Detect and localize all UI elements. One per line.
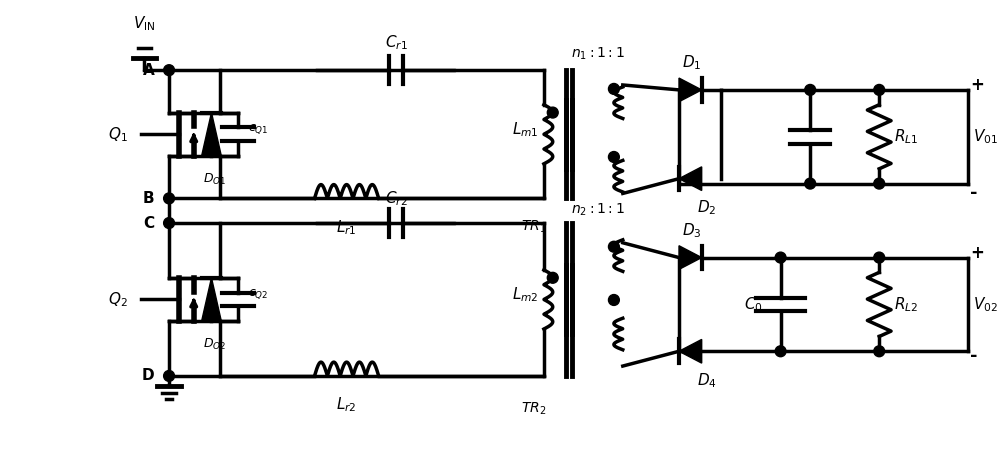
Circle shape bbox=[874, 346, 885, 357]
Circle shape bbox=[608, 152, 619, 162]
Text: $n_2:1:1$: $n_2:1:1$ bbox=[571, 202, 625, 218]
Text: $C_0$: $C_0$ bbox=[744, 295, 763, 314]
Text: -: - bbox=[970, 347, 977, 365]
Circle shape bbox=[608, 241, 619, 252]
Text: +: + bbox=[970, 76, 984, 94]
Text: $D_{O1}$: $D_{O1}$ bbox=[203, 172, 226, 187]
Text: $n_1:1:1$: $n_1:1:1$ bbox=[571, 46, 625, 62]
Text: $Q_1$: $Q_1$ bbox=[108, 125, 128, 144]
Text: A: A bbox=[143, 63, 154, 77]
Text: D: D bbox=[142, 368, 154, 383]
Text: $L_{m1}$: $L_{m1}$ bbox=[512, 120, 539, 139]
Polygon shape bbox=[202, 278, 221, 321]
Circle shape bbox=[608, 294, 619, 305]
Text: $D_{O2}$: $D_{O2}$ bbox=[203, 337, 226, 352]
Circle shape bbox=[547, 107, 558, 118]
Text: $C_{r1}$: $C_{r1}$ bbox=[385, 34, 407, 53]
Text: $D_1$: $D_1$ bbox=[682, 53, 702, 72]
Text: $c_{Q1}$: $c_{Q1}$ bbox=[248, 122, 268, 136]
Text: B: B bbox=[143, 191, 154, 206]
Circle shape bbox=[164, 193, 174, 204]
Circle shape bbox=[608, 83, 619, 94]
Text: C: C bbox=[143, 216, 154, 231]
Polygon shape bbox=[202, 113, 221, 156]
Text: $TR_1$: $TR_1$ bbox=[521, 218, 547, 235]
Circle shape bbox=[164, 371, 174, 381]
Circle shape bbox=[164, 65, 174, 76]
Circle shape bbox=[805, 178, 816, 189]
Circle shape bbox=[775, 252, 786, 263]
Polygon shape bbox=[679, 167, 702, 191]
Text: $D_4$: $D_4$ bbox=[697, 371, 717, 390]
Text: $V_{02}$: $V_{02}$ bbox=[973, 295, 998, 314]
Circle shape bbox=[874, 178, 885, 189]
Circle shape bbox=[547, 272, 558, 283]
Polygon shape bbox=[679, 78, 702, 102]
Circle shape bbox=[874, 252, 885, 263]
Text: $c_{Q2}$: $c_{Q2}$ bbox=[248, 288, 268, 301]
Polygon shape bbox=[679, 246, 702, 270]
Text: $V_{01}$: $V_{01}$ bbox=[973, 127, 998, 146]
Text: $TR_2$: $TR_2$ bbox=[521, 400, 547, 417]
Circle shape bbox=[164, 217, 174, 228]
Text: $R_{L2}$: $R_{L2}$ bbox=[894, 295, 918, 314]
Text: $D_2$: $D_2$ bbox=[697, 198, 716, 217]
Text: $L_{r2}$: $L_{r2}$ bbox=[336, 395, 357, 414]
Text: +: + bbox=[970, 244, 984, 262]
Text: $D_3$: $D_3$ bbox=[682, 221, 702, 240]
Circle shape bbox=[805, 84, 816, 95]
Text: $L_{r1}$: $L_{r1}$ bbox=[336, 218, 357, 237]
Text: $V_{\mathrm{IN}}$: $V_{\mathrm{IN}}$ bbox=[133, 14, 156, 33]
Text: $R_{L1}$: $R_{L1}$ bbox=[894, 127, 918, 146]
Text: $Q_2$: $Q_2$ bbox=[108, 290, 128, 309]
Polygon shape bbox=[679, 339, 702, 363]
Text: -: - bbox=[970, 184, 977, 202]
Circle shape bbox=[775, 346, 786, 357]
Text: $C_{r2}$: $C_{r2}$ bbox=[385, 189, 407, 208]
Text: $L_{m2}$: $L_{m2}$ bbox=[512, 285, 539, 304]
Circle shape bbox=[874, 84, 885, 95]
